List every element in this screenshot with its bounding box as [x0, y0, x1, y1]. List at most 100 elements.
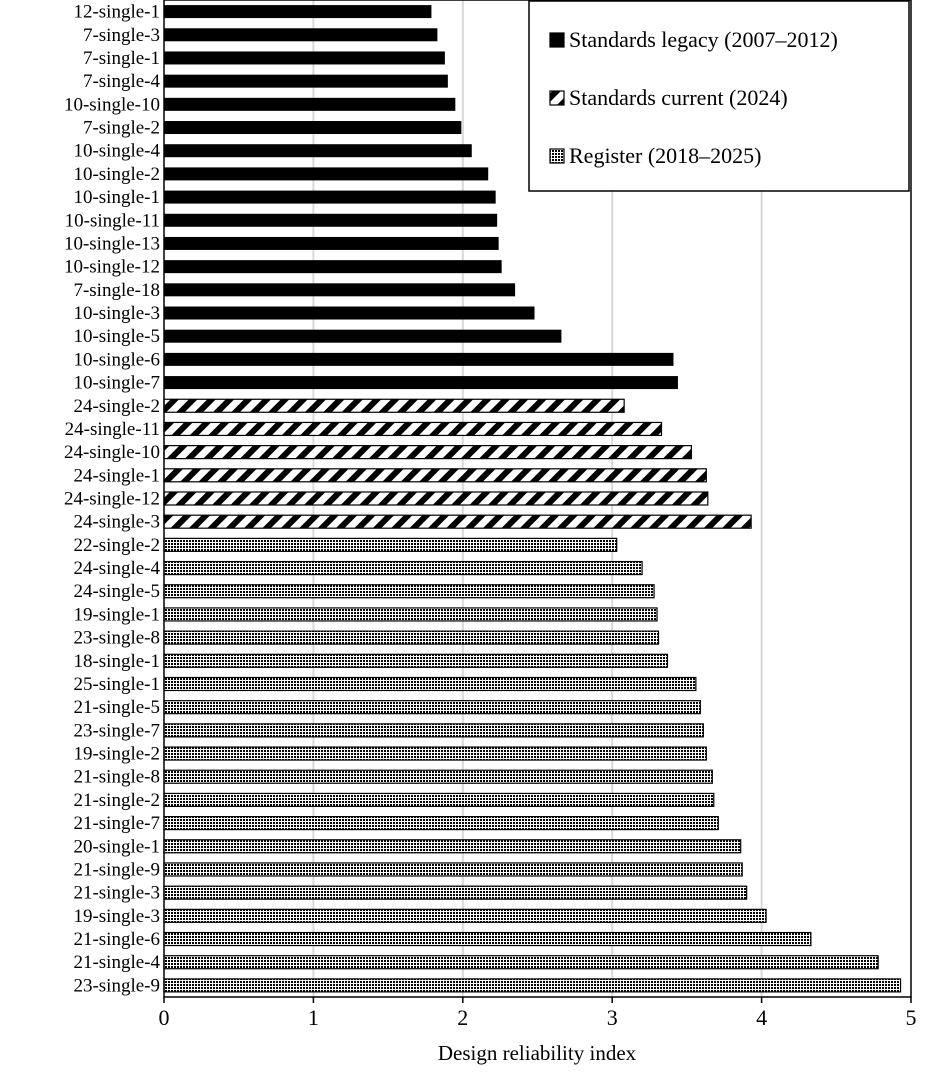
category-label-7-single-18: 7-single-18: [73, 280, 160, 301]
bar-24-single-2: [163, 398, 625, 413]
category-labels: 12-single-17-single-37-single-17-single-…: [64, 2, 161, 997]
bar-21-single-6: [163, 931, 812, 947]
bar-10-single-13: [164, 236, 499, 250]
bar-21-single-2: [163, 792, 715, 808]
category-label-22-single-2: 22-single-2: [73, 535, 160, 556]
bar-21-single-8: [163, 769, 713, 784]
bar-24-single-1: [163, 468, 707, 483]
bar-19-single-2: [163, 746, 707, 761]
x-axis: 0 1 2 3 4 5: [159, 0, 917, 1030]
bar-22-single-2: [163, 537, 618, 552]
bar-7-single-1: [164, 51, 445, 65]
bar-10-single-6: [164, 352, 674, 366]
plot-frame: [163, 0, 912, 998]
category-label-10-single-12: 10-single-12: [64, 257, 160, 278]
legend-label-1: Standards current (2024): [569, 85, 788, 110]
x-tick-label-2: 2: [457, 1005, 468, 1030]
bar-7-single-18: [164, 283, 516, 297]
legend-swatch-1: [549, 90, 565, 106]
category-label-21-single-4: 21-single-4: [73, 952, 160, 973]
bars: [163, 5, 902, 993]
category-label-24-single-10: 24-single-10: [64, 442, 160, 463]
bar-25-single-1: [163, 676, 697, 692]
bar-21-single-4: [163, 955, 879, 970]
bar-21-single-9: [163, 862, 743, 877]
bar-21-single-7: [163, 816, 719, 831]
bar-19-single-1: [163, 607, 658, 622]
category-label-23-single-8: 23-single-8: [73, 628, 160, 649]
category-label-7-single-1: 7-single-1: [83, 48, 160, 69]
bar-10-single-3: [164, 306, 535, 320]
category-label-24-single-12: 24-single-12: [64, 489, 160, 510]
category-label-10-single-6: 10-single-6: [73, 349, 160, 370]
x-tick-label-1: 1: [308, 1005, 319, 1030]
category-label-10-single-13: 10-single-13: [64, 233, 160, 254]
legend-box: [528, 0, 910, 192]
category-label-24-single-11: 24-single-11: [65, 419, 160, 440]
bar-10-single-4: [164, 144, 472, 158]
category-label-19-single-1: 19-single-1: [73, 604, 160, 625]
category-label-7-single-4: 7-single-4: [83, 71, 161, 92]
bar-24-single-5: [163, 584, 655, 599]
bar-7-single-4: [164, 74, 448, 88]
category-label-10-single-1: 10-single-1: [73, 187, 160, 208]
bar-24-single-11: [163, 421, 663, 437]
bar-24-single-12: [163, 491, 709, 506]
category-label-10-single-4: 10-single-4: [73, 141, 160, 162]
bar-23-single-9: [163, 978, 902, 993]
category-label-24-single-4: 24-single-4: [73, 558, 160, 579]
x-axis-title: Design reliability index: [438, 1041, 637, 1065]
category-label-21-single-2: 21-single-2: [73, 790, 160, 811]
category-label-10-single-3: 10-single-3: [73, 303, 160, 324]
x-tick-label-5: 5: [906, 1005, 917, 1030]
bar-24-single-4: [163, 560, 643, 576]
legend-swatch-0: [549, 32, 565, 48]
bar-10-single-2: [164, 167, 489, 181]
category-label-24-single-5: 24-single-5: [73, 581, 160, 602]
bar-20-single-1: [163, 839, 742, 854]
x-tick-label-3: 3: [607, 1005, 618, 1030]
bar-10-single-1: [164, 190, 496, 204]
bar-7-single-2: [164, 121, 462, 135]
category-label-24-single-3: 24-single-3: [73, 512, 160, 533]
bar-24-single-10: [163, 445, 692, 460]
category-label-21-single-3: 21-single-3: [73, 883, 160, 904]
category-label-21-single-5: 21-single-5: [73, 697, 160, 718]
category-label-25-single-1: 25-single-1: [73, 674, 160, 695]
x-tick-label-4: 4: [756, 1005, 767, 1030]
bar-18-single-1: [163, 653, 669, 668]
legend-swatch-2: [549, 148, 565, 164]
category-label-21-single-6: 21-single-6: [73, 929, 160, 950]
category-label-23-single-9: 23-single-9: [73, 975, 160, 996]
bar-21-single-3: [163, 885, 748, 900]
bar-23-single-7: [163, 723, 704, 738]
category-label-10-single-11: 10-single-11: [65, 210, 160, 231]
legend-label-2: Register (2018–2025): [569, 143, 761, 168]
bar-10-single-5: [164, 329, 562, 343]
category-label-7-single-3: 7-single-3: [83, 25, 160, 46]
category-label-7-single-2: 7-single-2: [83, 118, 160, 139]
category-label-19-single-2: 19-single-2: [73, 744, 160, 765]
category-label-21-single-7: 21-single-7: [73, 813, 160, 834]
category-label-20-single-1: 20-single-1: [73, 836, 160, 857]
category-label-10-single-10: 10-single-10: [64, 94, 160, 115]
category-label-10-single-7: 10-single-7: [73, 373, 160, 394]
bar-23-single-8: [163, 630, 660, 645]
category-label-10-single-2: 10-single-2: [73, 164, 160, 185]
category-label-24-single-2: 24-single-2: [73, 396, 160, 417]
category-label-21-single-9: 21-single-9: [73, 859, 160, 880]
category-label-24-single-1: 24-single-1: [73, 465, 160, 486]
bar-10-single-10: [164, 97, 456, 111]
bar-21-single-5: [163, 700, 701, 715]
legend: Standards legacy (2007–2012) Standards cu…: [528, 0, 910, 192]
bar-24-single-3: [163, 514, 752, 529]
category-label-10-single-5: 10-single-5: [73, 326, 160, 347]
category-label-23-single-7: 23-single-7: [73, 720, 160, 741]
legend-label-0: Standards legacy (2007–2012): [569, 27, 838, 52]
bar-10-single-11: [164, 213, 498, 227]
category-label-21-single-8: 21-single-8: [73, 767, 160, 788]
bar-10-single-12: [164, 260, 502, 274]
bar-7-single-3: [164, 28, 438, 42]
bar-10-single-7: [164, 376, 678, 390]
